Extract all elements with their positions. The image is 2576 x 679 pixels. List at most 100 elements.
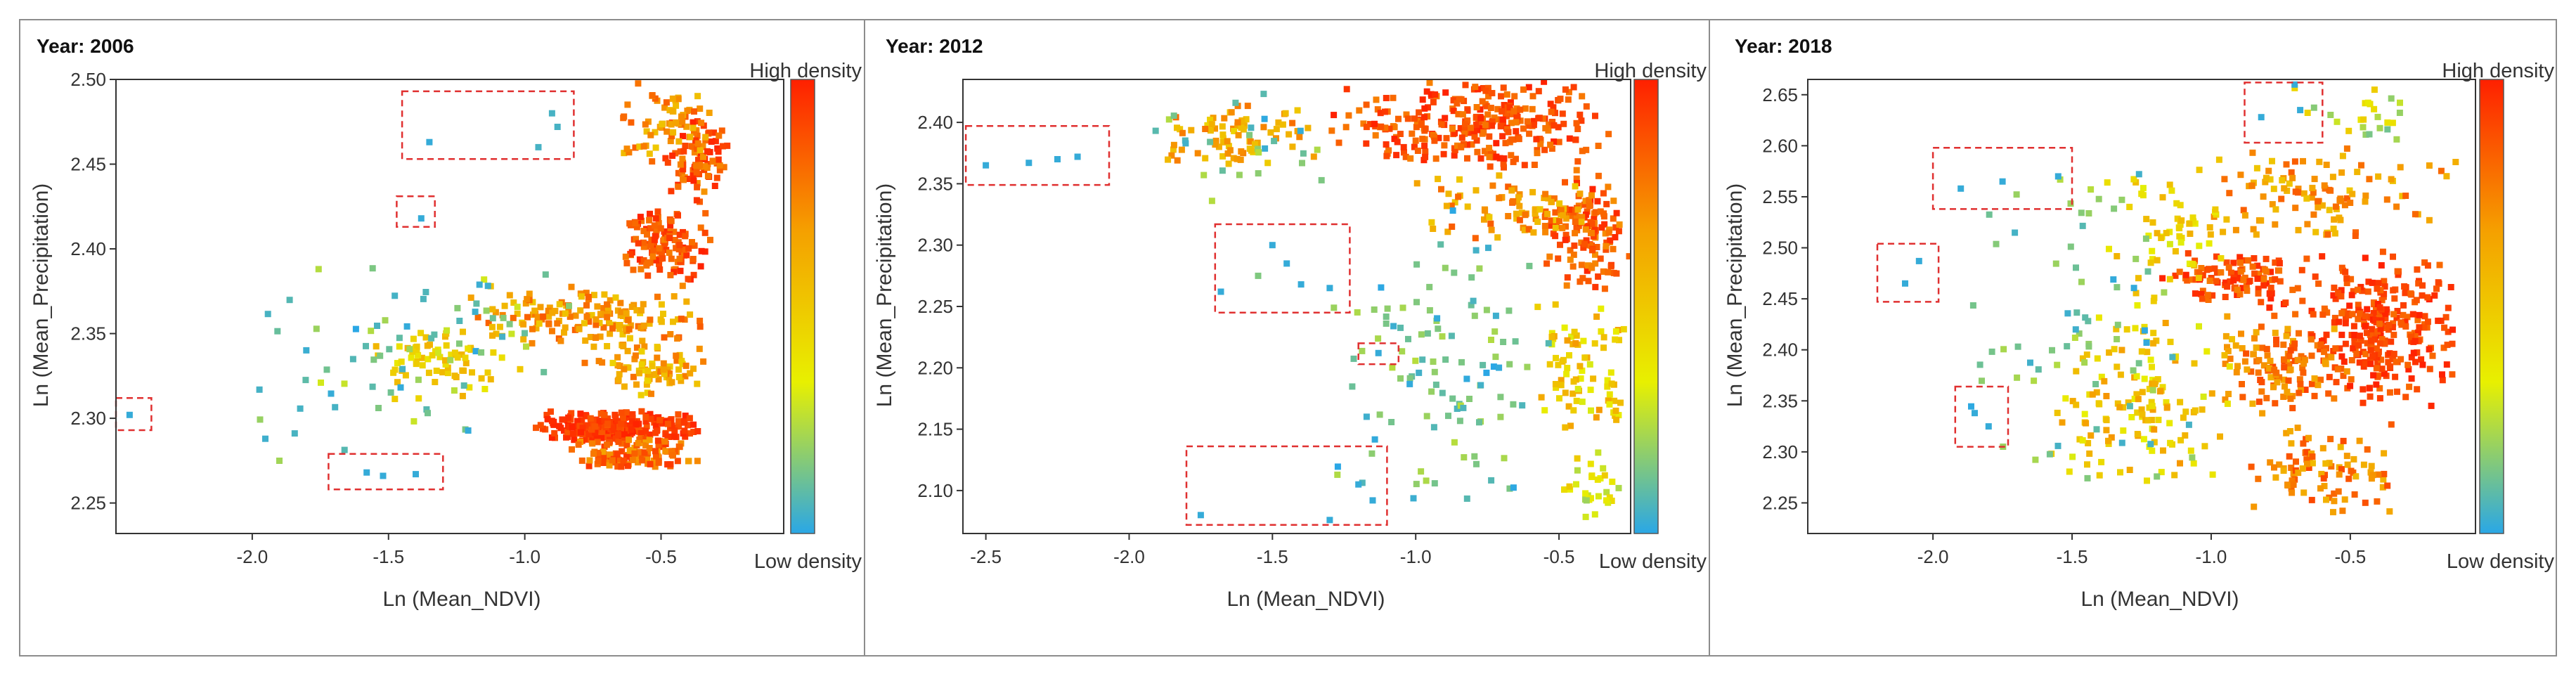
- scatter-point: [2393, 203, 2400, 210]
- scatter-point: [551, 429, 558, 436]
- scatter-point: [682, 373, 689, 380]
- scatter-point: [1208, 198, 1215, 205]
- scatter-point: [1988, 348, 1995, 355]
- scatter-point: [1513, 215, 1520, 222]
- scatter-point: [1535, 115, 1542, 122]
- scatter-point: [2114, 336, 2121, 342]
- scatter-point: [1594, 476, 1601, 483]
- scatter-point: [1514, 114, 1521, 120]
- scatter-point: [489, 306, 496, 313]
- scatter-point: [1425, 104, 1431, 111]
- scatter-point: [1560, 212, 1567, 219]
- scatter-point: [694, 180, 701, 187]
- scatter-point: [1593, 313, 1600, 320]
- scatter-point: [1449, 207, 1456, 214]
- scatter-point: [264, 311, 271, 318]
- scatter-point: [2397, 319, 2405, 326]
- scatter-point: [1208, 121, 1215, 128]
- scatter-point: [510, 299, 517, 306]
- scatter-point: [615, 376, 622, 383]
- scatter-point: [1418, 331, 1425, 338]
- scatter-point: [673, 352, 680, 359]
- scatter-point: [642, 427, 649, 434]
- scatter-point: [2308, 307, 2315, 314]
- scatter-point: [1444, 228, 1451, 235]
- scatter-point: [1271, 138, 1278, 145]
- scatter-point: [1590, 233, 1597, 240]
- scatter-point: [1535, 88, 1542, 95]
- scatter-point: [1548, 145, 1555, 152]
- scatter-point: [2342, 315, 2349, 322]
- scatter-point: [581, 320, 588, 327]
- scatter-point: [436, 354, 444, 361]
- scatter-point: [2143, 340, 2150, 346]
- scatter-point: [630, 373, 637, 380]
- scatter-point: [618, 463, 625, 470]
- scatter-point: [1480, 361, 1487, 368]
- scatter-point: [583, 302, 590, 309]
- scatter-point: [2375, 280, 2382, 287]
- scatter-point: [2419, 361, 2426, 368]
- scatter-point: [1505, 129, 1512, 136]
- scatter-point: [2285, 377, 2292, 384]
- scatter-point: [257, 416, 264, 423]
- scatter-point: [620, 343, 627, 349]
- y-tick-label: 2.25: [70, 493, 106, 514]
- scatter-point: [652, 257, 659, 264]
- scatter-point: [1395, 115, 1402, 122]
- scatter-point: [2158, 469, 2165, 476]
- scatter-point: [1261, 115, 1268, 122]
- scatter-point: [373, 343, 380, 350]
- scatter-point: [1471, 312, 1478, 319]
- scatter-point: [1506, 307, 1513, 314]
- scatter-point: [622, 253, 629, 260]
- scatter-point: [2059, 419, 2066, 426]
- scatter-point: [2274, 379, 2281, 386]
- scatter-point: [2209, 292, 2216, 299]
- scatter-point: [2220, 228, 2227, 235]
- scatter-point: [632, 220, 639, 226]
- scatter-point: [1178, 146, 1185, 153]
- scatter-point: [1525, 84, 1532, 91]
- scatter-point: [675, 183, 682, 190]
- scatter-point: [2114, 253, 2121, 259]
- scatter-point: [1560, 120, 1567, 127]
- scatter-point: [523, 343, 529, 350]
- scatter-point: [2245, 257, 2251, 264]
- scatter-point: [680, 176, 687, 183]
- scatter-point: [2213, 278, 2220, 285]
- scatter-point: [1494, 105, 1501, 112]
- scatter-point: [1562, 231, 1569, 238]
- scatter-point: [589, 436, 596, 443]
- scatter-point: [1273, 126, 1280, 133]
- scatter-point: [2203, 348, 2211, 355]
- scatter-point: [2251, 270, 2258, 277]
- scatter-point: [2138, 190, 2145, 198]
- scatter-point: [1572, 136, 1579, 143]
- scatter-point: [1458, 134, 1465, 141]
- scatter-point: [2311, 375, 2318, 382]
- scatter-point: [1507, 99, 1514, 106]
- scatter-point: [675, 366, 682, 373]
- scatter-point: [489, 315, 496, 322]
- scatter-point: [1202, 126, 1209, 132]
- scatter-point: [1513, 155, 1519, 162]
- scatter-point: [694, 458, 701, 465]
- scatter-point: [1456, 176, 1463, 183]
- scatter-point: [2215, 156, 2222, 163]
- scatter-point: [2386, 363, 2393, 370]
- scatter-point: [2310, 211, 2317, 218]
- scatter-point: [2225, 264, 2232, 271]
- scatter-point: [706, 129, 713, 136]
- outlier-box: [964, 125, 1111, 186]
- scatter-point: [2402, 394, 2409, 401]
- scatter-point: [2315, 204, 2322, 211]
- scatter-point: [2206, 240, 2213, 247]
- scatter-point: [667, 222, 674, 229]
- scatter-point: [2184, 277, 2191, 284]
- scatter-point: [1593, 244, 1600, 250]
- scatter-point: [599, 428, 606, 435]
- scatter-point: [1612, 328, 1619, 335]
- scatter-point: [543, 411, 550, 418]
- scatter-point: [2192, 407, 2199, 414]
